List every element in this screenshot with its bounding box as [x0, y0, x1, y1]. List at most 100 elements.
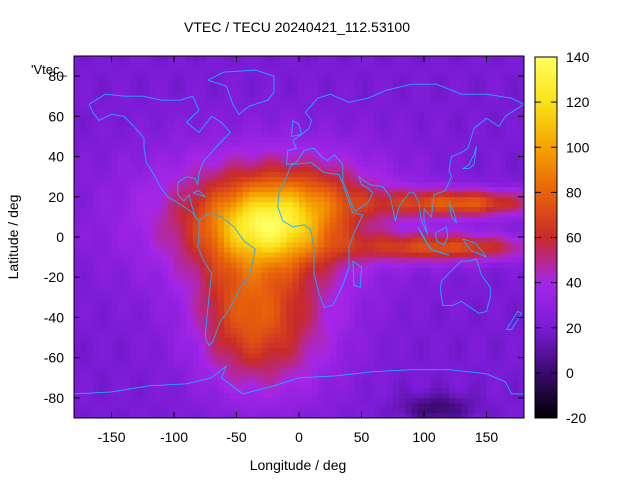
heatmap-cell: [386, 317, 394, 323]
heatmap-cell: [449, 201, 456, 208]
heatmap-cell: [205, 81, 212, 87]
heatmap-cell: [161, 317, 169, 323]
heatmap-cell: [324, 272, 331, 278]
heatmap-cell: [161, 56, 169, 62]
heatmap-cell: [449, 176, 456, 183]
heatmap-cell: [174, 352, 181, 359]
heatmap-cell: [236, 317, 244, 323]
heatmap-cell: [449, 61, 456, 67]
heatmap-cell: [417, 91, 425, 97]
heatmap-cell: [180, 206, 187, 213]
heatmap-cell: [361, 307, 369, 313]
heatmap-cell: [105, 367, 112, 374]
heatmap-cell: [505, 392, 512, 399]
heatmap-cell: [330, 141, 337, 147]
heatmap-cell: [261, 111, 269, 117]
heatmap-cell: [311, 302, 319, 308]
heatmap-cell: [336, 141, 344, 147]
heatmap-cell: [186, 221, 194, 228]
heatmap-cell: [99, 367, 106, 374]
heatmap-cell: [161, 146, 169, 152]
heatmap-cell: [349, 131, 356, 137]
heatmap-cell: [149, 332, 156, 338]
heatmap-cell: [411, 377, 419, 384]
heatmap-cell: [324, 357, 331, 364]
heatmap-cell: [217, 146, 225, 152]
heatmap-cell: [180, 226, 187, 233]
heatmap-cell: [336, 247, 344, 253]
heatmap-cell: [417, 387, 425, 394]
heatmap-cell: [142, 282, 150, 288]
heatmap-cell: [249, 226, 256, 233]
heatmap-cell: [99, 101, 106, 107]
heatmap-cell: [480, 377, 487, 384]
heatmap-cell: [205, 66, 212, 72]
heatmap-cell: [361, 211, 369, 218]
heatmap-cell: [149, 272, 156, 278]
heatmap-cell: [149, 372, 156, 379]
heatmap-cell: [136, 397, 144, 404]
heatmap-cell: [74, 96, 81, 102]
heatmap-cell: [455, 191, 462, 198]
heatmap-cell: [367, 146, 375, 152]
heatmap-cell: [430, 66, 437, 72]
heatmap-cell: [161, 91, 169, 97]
heatmap-cell: [342, 322, 350, 328]
heatmap-cell: [192, 151, 200, 157]
heatmap-cell: [280, 81, 287, 87]
heatmap-cell: [267, 397, 275, 404]
heatmap-cell: [411, 307, 419, 313]
heatmap-cell: [274, 287, 281, 293]
heatmap-cell: [367, 332, 375, 338]
heatmap-cell: [405, 407, 412, 414]
heatmap-cell: [236, 387, 244, 394]
heatmap-cell: [492, 387, 500, 394]
heatmap-cell: [417, 66, 425, 72]
heatmap-cell: [330, 191, 337, 198]
heatmap-cell: [149, 76, 156, 82]
heatmap-cell: [311, 176, 319, 183]
heatmap-cell: [192, 216, 200, 223]
heatmap-cell: [167, 86, 175, 92]
heatmap-cell: [192, 56, 200, 62]
heatmap-cell: [392, 201, 400, 208]
heatmap-cell: [349, 277, 356, 283]
heatmap-cell: [136, 171, 144, 178]
heatmap-cell: [349, 312, 356, 318]
heatmap-cell: [405, 367, 412, 374]
heatmap-cell: [199, 66, 206, 72]
heatmap-cell: [255, 377, 262, 384]
heatmap-cell: [149, 206, 156, 213]
heatmap-cell: [161, 287, 169, 293]
heatmap-cell: [149, 151, 156, 157]
heatmap-cell: [217, 106, 225, 112]
heatmap-cell: [342, 327, 350, 333]
heatmap-cell: [380, 367, 387, 374]
heatmap-cell: [386, 101, 394, 107]
heatmap-cell: [74, 307, 81, 313]
heatmap-cell: [236, 86, 244, 92]
heatmap-cell: [92, 267, 100, 273]
heatmap-cell: [386, 81, 394, 87]
heatmap-cell: [430, 267, 437, 273]
heatmap-cell: [180, 342, 187, 349]
heatmap-cell: [136, 277, 144, 283]
heatmap-cell: [130, 362, 137, 369]
heatmap-cell: [349, 101, 356, 107]
heatmap-cell: [236, 226, 244, 233]
heatmap-cell: [474, 357, 481, 364]
heatmap-cell: [186, 226, 194, 233]
heatmap-cell: [292, 397, 300, 404]
heatmap-cell: [167, 302, 175, 308]
heatmap-cell: [180, 322, 187, 328]
heatmap-cell: [236, 287, 244, 293]
heatmap-cell: [305, 402, 312, 409]
heatmap-cell: [111, 382, 119, 389]
heatmap-cell: [161, 387, 169, 394]
heatmap-cell: [236, 181, 244, 188]
heatmap-cell: [224, 76, 231, 82]
heatmap-cell: [80, 382, 87, 389]
heatmap-cell: [149, 287, 156, 293]
heatmap-cell: [399, 111, 406, 117]
heatmap-cell: [199, 402, 206, 409]
